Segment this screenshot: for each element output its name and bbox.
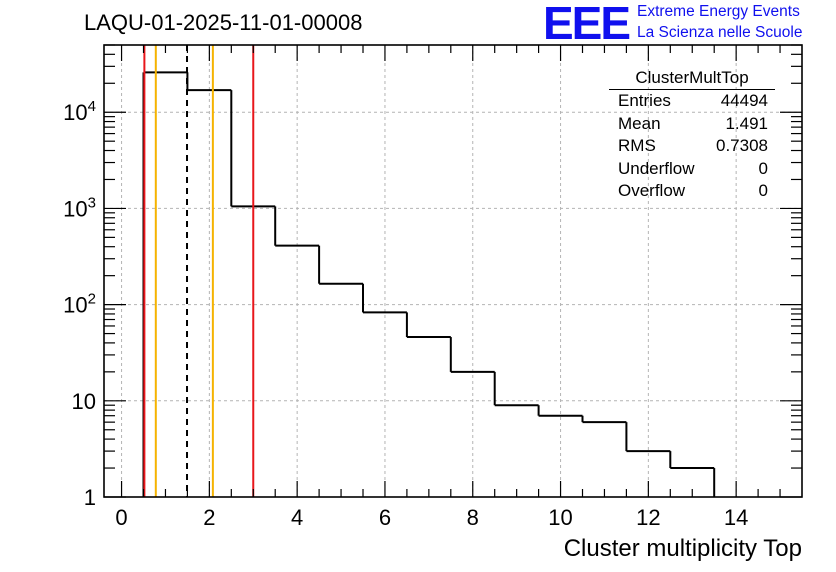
- x-tick-label: 10: [548, 505, 572, 530]
- y-tick-label: 10: [72, 389, 96, 414]
- stats-label: Entries: [618, 91, 671, 110]
- stats-label: Overflow: [618, 181, 686, 201]
- x-tick-label: 2: [203, 505, 215, 530]
- y-tick-label: 102: [63, 291, 96, 318]
- stats-row-rms: RMS 0.7308: [609, 135, 775, 158]
- stats-row-overflow: Overflow 0: [609, 180, 775, 203]
- x-tick-labels: 0 2 4 6 8 10 12 14: [115, 505, 748, 530]
- plot-frame: [103, 44, 803, 498]
- x-tick-label: 8: [467, 505, 479, 530]
- y-tick-label: 104: [63, 98, 96, 125]
- logo-subtitle-1: Extreme Energy Events: [637, 3, 800, 20]
- y-tick-labels: 1 10 102 103 104: [63, 98, 96, 510]
- run-title: LAQU-01-2025-11-01-00008: [84, 10, 363, 35]
- stats-row-underflow: Underflow 0: [609, 158, 775, 181]
- stats-value: 0: [758, 158, 768, 178]
- logo-subtitle-2: La Scienza nelle Scuole: [637, 24, 803, 41]
- marker-lines: [143, 45, 255, 497]
- x-tick-label: 6: [379, 505, 391, 530]
- stats-row-mean: Mean 1.491: [609, 113, 775, 136]
- y-tick-label: 1: [84, 485, 96, 510]
- x-tick-label: 0: [115, 505, 127, 530]
- x-axis-label: Cluster multiplicity Top: [563, 535, 802, 562]
- stats-value: 1.491: [725, 113, 768, 133]
- stats-value: 0.7308: [716, 136, 768, 156]
- axis-ticks: [104, 44, 802, 498]
- eee-logo: EEE: [543, 0, 631, 49]
- stats-label: Mean: [618, 113, 661, 133]
- x-tick-label: 4: [291, 505, 303, 530]
- stats-row-entries: Entries 44494: [609, 90, 775, 113]
- stats-value: 44494: [720, 91, 768, 110]
- x-tick-label: 12: [636, 505, 660, 530]
- stats-value: 0: [758, 181, 768, 201]
- y-tick-label: 103: [63, 194, 96, 221]
- stats-label: RMS: [618, 136, 656, 156]
- stats-box: ClusterMultTop Entries 44494 Mean 1.491 …: [609, 67, 775, 203]
- stats-label: Underflow: [618, 158, 695, 178]
- stats-name: ClusterMultTop: [609, 67, 775, 90]
- x-tick-label: 14: [724, 505, 748, 530]
